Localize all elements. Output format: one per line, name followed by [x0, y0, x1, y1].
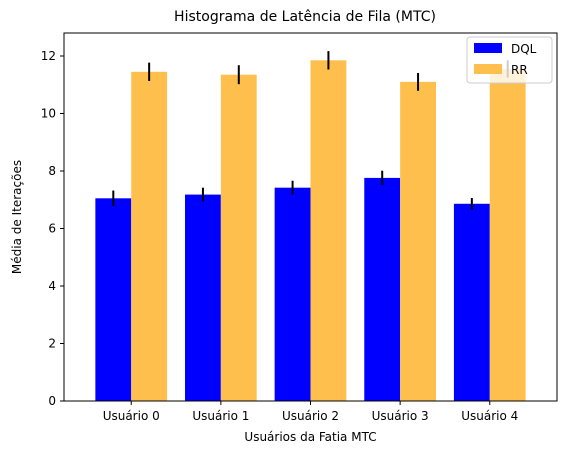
- y-tick-label-3: 6: [48, 222, 56, 236]
- y-axis: 0 2 4 6 8 10 12: [41, 49, 64, 408]
- bar-rr-2: [310, 60, 347, 402]
- legend-swatch-dql: [474, 43, 502, 53]
- bar-dql-1: [185, 194, 221, 401]
- legend-label-dql: DQL: [511, 42, 537, 56]
- legend: DQL RR: [466, 36, 553, 84]
- plot-area: [95, 51, 526, 402]
- legend-swatch-rr: [474, 64, 502, 74]
- y-tick-label-5: 10: [41, 107, 56, 121]
- x-tick-label-2: Usuário 2: [282, 409, 339, 423]
- bar-rr-4: [489, 68, 526, 401]
- bar-dql-4: [453, 203, 490, 401]
- bar-rr-1: [220, 74, 257, 401]
- bar-dql-0: [95, 198, 132, 401]
- y-axis-label: Média de Iterações: [10, 160, 24, 274]
- y-tick-label-4: 8: [48, 164, 56, 178]
- x-axis-label: Usuários da Fatia MTC: [244, 430, 376, 444]
- y-tick-label-1: 2: [48, 337, 56, 351]
- legend-label-rr: RR: [511, 63, 528, 77]
- x-tick-label-3: Usuário 3: [372, 409, 429, 423]
- bar-dql-2: [274, 187, 311, 401]
- bar-rr-3: [400, 81, 436, 401]
- y-tick-label-0: 0: [48, 394, 56, 408]
- x-tick-label-0: Usuário 0: [103, 409, 160, 423]
- x-tick-label-1: Usuário 1: [192, 409, 249, 423]
- y-tick-label-6: 12: [41, 49, 56, 63]
- x-tick-label-4: Usuário 4: [461, 409, 518, 423]
- x-axis: Usuário 0 Usuário 1 Usuário 2 Usuário 3 Usuá…: [103, 401, 518, 423]
- y-tick-label-2: 4: [48, 279, 56, 293]
- bar-dql-3: [364, 177, 401, 401]
- bar-rr-0: [131, 71, 168, 401]
- chart-title: Histograma de Latência de Fila (MTC): [174, 9, 436, 25]
